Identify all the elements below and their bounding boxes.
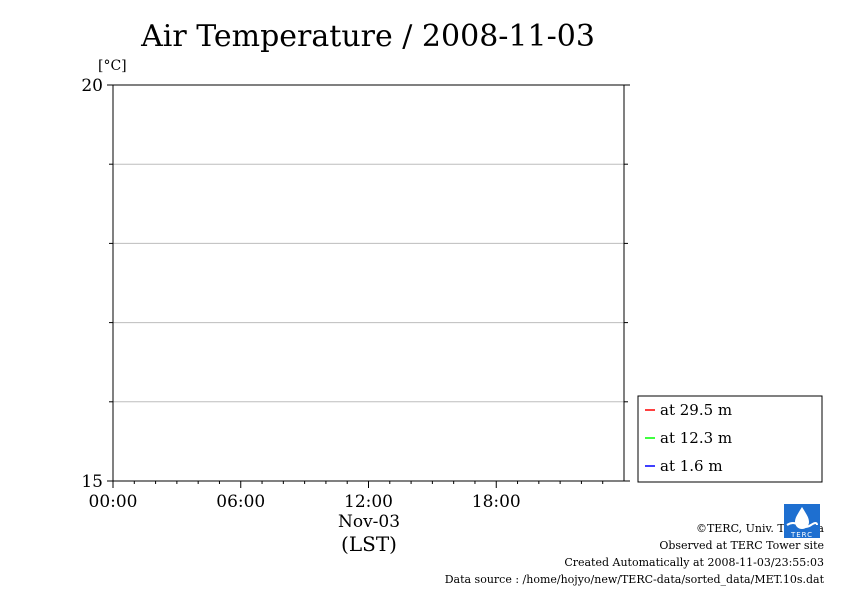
chart-title: Air Temperature / 2008-11-03 bbox=[140, 19, 595, 54]
legend: at 29.5 m at 12.3 m at 1.6 m bbox=[637, 395, 823, 483]
legend-box bbox=[637, 395, 823, 483]
legend-entry-label: at 12.3 m bbox=[660, 429, 732, 447]
svg-text:TERC: TERC bbox=[790, 531, 813, 538]
x-axis-date-label: Nov-03 bbox=[338, 512, 400, 532]
terc-logo-icon: TERC bbox=[784, 504, 820, 538]
plot-frame bbox=[112, 84, 625, 482]
x-tick-label: 00:00 bbox=[89, 492, 138, 512]
y-axis-unit-label: [°C] bbox=[98, 58, 127, 74]
y-tick-label: 15 bbox=[81, 472, 103, 492]
created-time-text: Created Automatically at 2008-11-03/23:5… bbox=[564, 556, 824, 569]
x-axis-label: (LST) bbox=[341, 532, 397, 556]
y-tick-label: 20 bbox=[81, 76, 103, 96]
observed-site-text: Observed at TERC Tower site bbox=[659, 539, 824, 552]
legend-entry-label: at 1.6 m bbox=[660, 457, 723, 475]
x-tick-label: 12:00 bbox=[344, 492, 393, 512]
data-source-text: Data source : /home/hojyo/new/TERC-data/… bbox=[444, 573, 824, 586]
x-tick-label: 06:00 bbox=[216, 492, 265, 512]
grid-lines bbox=[113, 163, 624, 403]
x-tick-label: 18:00 bbox=[472, 492, 521, 512]
legend-entry-label: at 29.5 m bbox=[660, 401, 732, 419]
